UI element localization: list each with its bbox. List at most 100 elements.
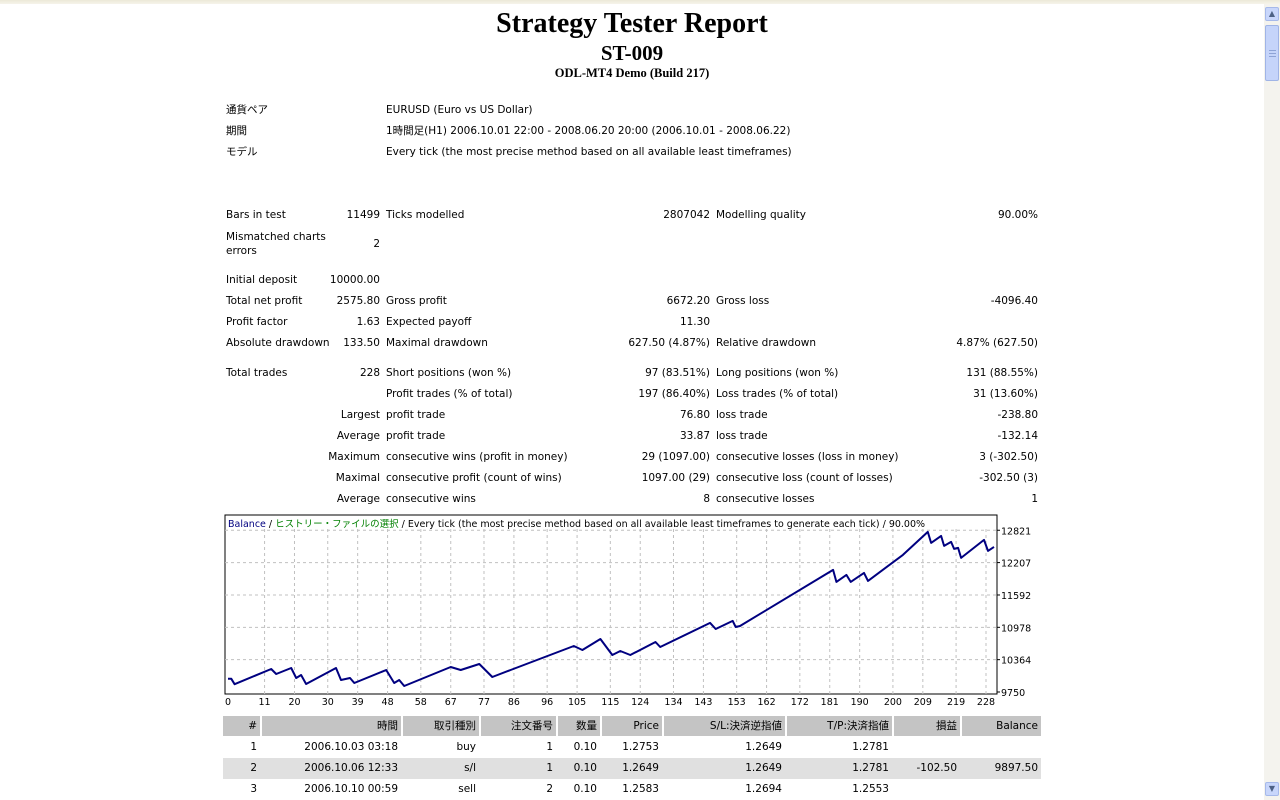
info-value: EURUSD (Euro vs US Dollar) <box>386 104 533 116</box>
x-tick-label: 209 <box>914 697 932 708</box>
stat-value: -302.50 (3) <box>979 472 1038 484</box>
vertical-scrollbar[interactable]: ▲ ▼ <box>1264 4 1280 800</box>
x-tick-label: 162 <box>758 697 776 708</box>
table-cell: 0.10 <box>573 762 597 774</box>
stat-value: 11.30 <box>679 316 710 328</box>
stat-label: Total net profit <box>226 295 303 307</box>
y-tick-label: 12821 <box>1001 526 1031 537</box>
stat-value: 10000.00 <box>329 274 380 286</box>
table-cell: 1.2649 <box>745 741 782 753</box>
info-value: 1時間足(H1) 2006.10.01 22:00 - 2008.06.20 2… <box>386 125 791 137</box>
stat-value: 1.63 <box>356 316 380 328</box>
report-title: Strategy Tester Report <box>496 8 768 39</box>
x-tick-label: 96 <box>541 697 553 708</box>
y-tick-label: 9750 <box>1001 688 1025 699</box>
x-tick-label: 20 <box>288 697 300 708</box>
x-tick-label: 11 <box>259 697 271 708</box>
x-tick-label: 39 <box>352 697 364 708</box>
stat-label: Maximal drawdown <box>386 337 488 349</box>
stat-label: loss trade <box>716 430 768 442</box>
stat-label: Initial deposit <box>226 274 298 286</box>
table-cell: buy <box>456 741 476 753</box>
chevron-up-icon[interactable]: ▲ <box>1265 7 1279 21</box>
table-cell: 2006.10.06 12:33 <box>304 762 398 774</box>
table-row: 1 2006.10.03 03:18 buy 1 0.10 1.2753 1.2649 1.2… <box>223 737 1041 758</box>
stat-value: 2807042 <box>663 209 710 221</box>
info-label: 通貨ペア <box>226 104 268 116</box>
x-tick-label: 190 <box>851 697 869 708</box>
column-header: 数量 <box>556 716 600 736</box>
stat-value: 133.50 <box>343 337 380 349</box>
stat-value: 6672.20 <box>666 295 710 307</box>
chevron-down-icon[interactable]: ▼ <box>1265 782 1279 796</box>
stat-value: 228 <box>359 367 380 379</box>
stat-value: 11499 <box>346 209 380 221</box>
column-header: Price <box>600 716 662 736</box>
x-tick-label: 172 <box>791 697 809 708</box>
x-tick-label: 30 <box>322 697 334 708</box>
stat-label: consecutive wins (profit in money) <box>386 451 568 463</box>
y-tick-label: 11592 <box>1001 591 1031 602</box>
trades-table-header: # 時間 取引種別 注文番号 数量 Price S/L:決済逆指値 T/P:決済指値 損益 Bal… <box>223 716 1041 736</box>
table-cell: 1.2553 <box>852 783 889 795</box>
stat-value: 197 (86.40%) <box>638 388 710 400</box>
x-tick-label: 86 <box>508 697 520 708</box>
plot-area <box>224 514 998 695</box>
stat-label: Bars in test <box>226 209 286 221</box>
stat-value: 1 <box>1031 493 1038 505</box>
stat-value: 90.00% <box>997 209 1038 221</box>
table-cell: 0.10 <box>573 741 597 753</box>
stat-label: consecutive losses <box>716 493 815 505</box>
table-cell: s/l <box>464 762 476 774</box>
x-tick-label: 228 <box>977 697 995 708</box>
y-tick-label: 12207 <box>1001 559 1031 570</box>
table-cell: 2 <box>250 762 257 774</box>
table-cell: 1 <box>250 741 257 753</box>
stat-value: Maximum <box>328 451 380 463</box>
stat-label: consecutive losses (loss in money) <box>716 451 899 463</box>
column-header: T/P:決済指値 <box>785 716 892 736</box>
table-cell: 1.2781 <box>852 741 889 753</box>
table-cell: 1.2583 <box>622 783 659 795</box>
stat-label: Long positions (won %) <box>716 367 839 379</box>
legend-sep2: / <box>399 519 408 530</box>
stat-label: Total trades <box>226 367 288 379</box>
legend-history: ヒストリー・ファイルの選択 <box>275 518 399 530</box>
table-cell: 1.2694 <box>745 783 782 795</box>
y-tick-label: 10978 <box>1001 623 1031 634</box>
table-cell: 0.10 <box>573 783 597 795</box>
stat-value: 131 (88.55%) <box>966 367 1038 379</box>
stat-label: loss trade <box>716 409 768 421</box>
table-cell: 3 <box>250 783 257 795</box>
stat-value: 33.87 <box>679 430 710 442</box>
stat-value: 4.87% (627.50) <box>956 337 1038 349</box>
x-tick-label: 48 <box>382 697 394 708</box>
stat-label: Gross profit <box>386 295 447 307</box>
table-cell: 1.2649 <box>745 762 782 774</box>
x-tick-label: 134 <box>664 697 682 708</box>
table-row: 2 2006.10.06 12:33 s/l 1 0.10 1.2649 1.2649 1.2… <box>223 758 1041 779</box>
x-tick-label: 124 <box>631 697 649 708</box>
chart-legend: Balance / ヒストリー・ファイルの選択 / Every tick (th… <box>228 518 925 530</box>
stat-value: Average <box>336 493 380 505</box>
stat-label: Expected payoff <box>386 316 472 328</box>
stat-value: 3 (-302.50) <box>979 451 1038 463</box>
x-tick-label: 115 <box>601 697 619 708</box>
table-cell: 1.2649 <box>622 762 659 774</box>
table-cell: 2 <box>546 783 553 795</box>
column-header: 時間 <box>260 716 401 736</box>
table-cell: -102.50 <box>916 762 957 774</box>
stat-label: Short positions (won %) <box>386 367 512 379</box>
scrollbar-thumb[interactable] <box>1265 25 1279 81</box>
table-cell: 1 <box>546 762 553 774</box>
stat-label: profit trade <box>386 409 446 421</box>
stat-value: Average <box>336 430 380 442</box>
table-cell: 1.2781 <box>852 762 889 774</box>
x-tick-label: 0 <box>225 697 231 708</box>
stat-value: 31 (13.60%) <box>973 388 1038 400</box>
stat-label: Gross loss <box>716 295 770 307</box>
stat-value: -4096.40 <box>990 295 1038 307</box>
stat-label: consecutive loss (count of losses) <box>716 472 893 484</box>
table-cell: 9897.50 <box>994 762 1038 774</box>
column-header: 注文番号 <box>479 716 556 736</box>
